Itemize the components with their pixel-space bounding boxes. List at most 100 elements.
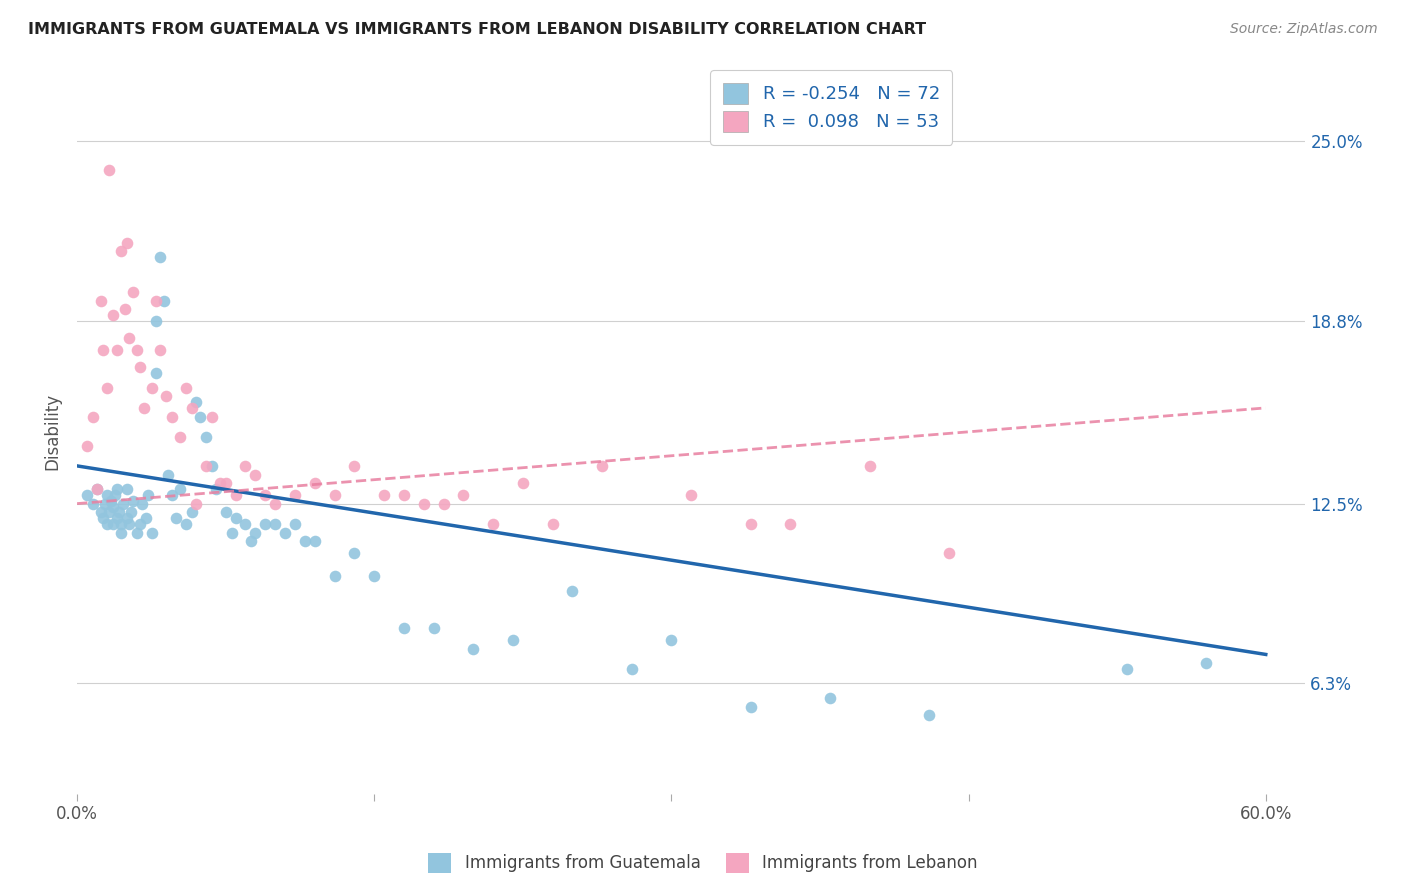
Y-axis label: Disability: Disability: [44, 392, 60, 470]
Point: [110, 244, 132, 259]
Point: [422, 621, 444, 635]
Point: [86, 482, 108, 496]
Point: [145, 293, 167, 308]
Point: [740, 516, 762, 531]
Point: [235, 516, 257, 531]
Point: [181, 401, 204, 415]
Point: [125, 343, 148, 357]
Point: [96, 488, 118, 502]
Point: [149, 343, 172, 357]
Point: [149, 250, 172, 264]
Point: [105, 511, 128, 525]
Point: [188, 409, 211, 424]
Point: [363, 569, 385, 583]
Point: [184, 395, 207, 409]
Point: [141, 381, 163, 395]
Point: [90, 505, 112, 519]
Point: [235, 458, 257, 473]
Point: [131, 497, 153, 511]
Point: [100, 493, 122, 508]
Point: [938, 546, 960, 560]
Point: [76, 488, 98, 502]
Point: [1195, 656, 1218, 670]
Point: [264, 516, 287, 531]
Point: [91, 511, 114, 525]
Point: [392, 621, 415, 635]
Point: [169, 430, 191, 444]
Point: [157, 467, 180, 482]
Point: [323, 488, 346, 502]
Point: [194, 458, 217, 473]
Point: [201, 458, 224, 473]
Point: [304, 476, 326, 491]
Point: [620, 662, 643, 676]
Point: [155, 389, 177, 403]
Point: [101, 308, 124, 322]
Point: [858, 458, 880, 473]
Point: [120, 505, 142, 519]
Point: [225, 488, 247, 502]
Point: [82, 497, 104, 511]
Point: [343, 458, 366, 473]
Point: [254, 488, 277, 502]
Point: [115, 511, 138, 525]
Legend: Immigrants from Guatemala, Immigrants from Lebanon: Immigrants from Guatemala, Immigrants fr…: [422, 847, 984, 880]
Text: Source: ZipAtlas.com: Source: ZipAtlas.com: [1230, 22, 1378, 37]
Point: [174, 381, 197, 395]
Point: [779, 516, 801, 531]
Point: [201, 409, 224, 424]
Point: [138, 488, 160, 502]
Point: [141, 525, 163, 540]
Point: [160, 488, 183, 502]
Point: [90, 293, 112, 308]
Point: [274, 525, 297, 540]
Point: [114, 302, 136, 317]
Point: [101, 500, 124, 514]
Point: [681, 488, 703, 502]
Point: [97, 163, 120, 178]
Point: [204, 482, 226, 496]
Point: [512, 476, 534, 491]
Point: [94, 497, 117, 511]
Point: [221, 525, 243, 540]
Point: [111, 497, 134, 511]
Point: [482, 516, 505, 531]
Point: [740, 699, 762, 714]
Point: [160, 409, 183, 424]
Point: [373, 488, 395, 502]
Point: [208, 476, 231, 491]
Point: [184, 497, 207, 511]
Point: [240, 534, 263, 549]
Point: [215, 505, 238, 519]
Point: [323, 569, 346, 583]
Point: [101, 516, 124, 531]
Point: [117, 331, 139, 345]
Point: [463, 641, 485, 656]
Point: [215, 476, 238, 491]
Point: [96, 381, 118, 395]
Point: [264, 497, 287, 511]
Point: [245, 525, 267, 540]
Point: [105, 343, 128, 357]
Point: [254, 516, 277, 531]
Point: [104, 488, 127, 502]
Point: [145, 366, 167, 380]
Point: [115, 235, 138, 250]
Point: [115, 482, 138, 496]
Point: [82, 409, 104, 424]
Point: [110, 516, 132, 531]
Point: [105, 482, 128, 496]
Point: [181, 505, 204, 519]
Point: [392, 488, 415, 502]
Point: [86, 482, 108, 496]
Point: [284, 488, 307, 502]
Point: [129, 360, 152, 375]
Point: [225, 511, 247, 525]
Point: [412, 497, 434, 511]
Point: [110, 525, 132, 540]
Point: [433, 497, 456, 511]
Point: [129, 516, 152, 531]
Point: [121, 493, 143, 508]
Point: [97, 505, 120, 519]
Point: [502, 632, 524, 647]
